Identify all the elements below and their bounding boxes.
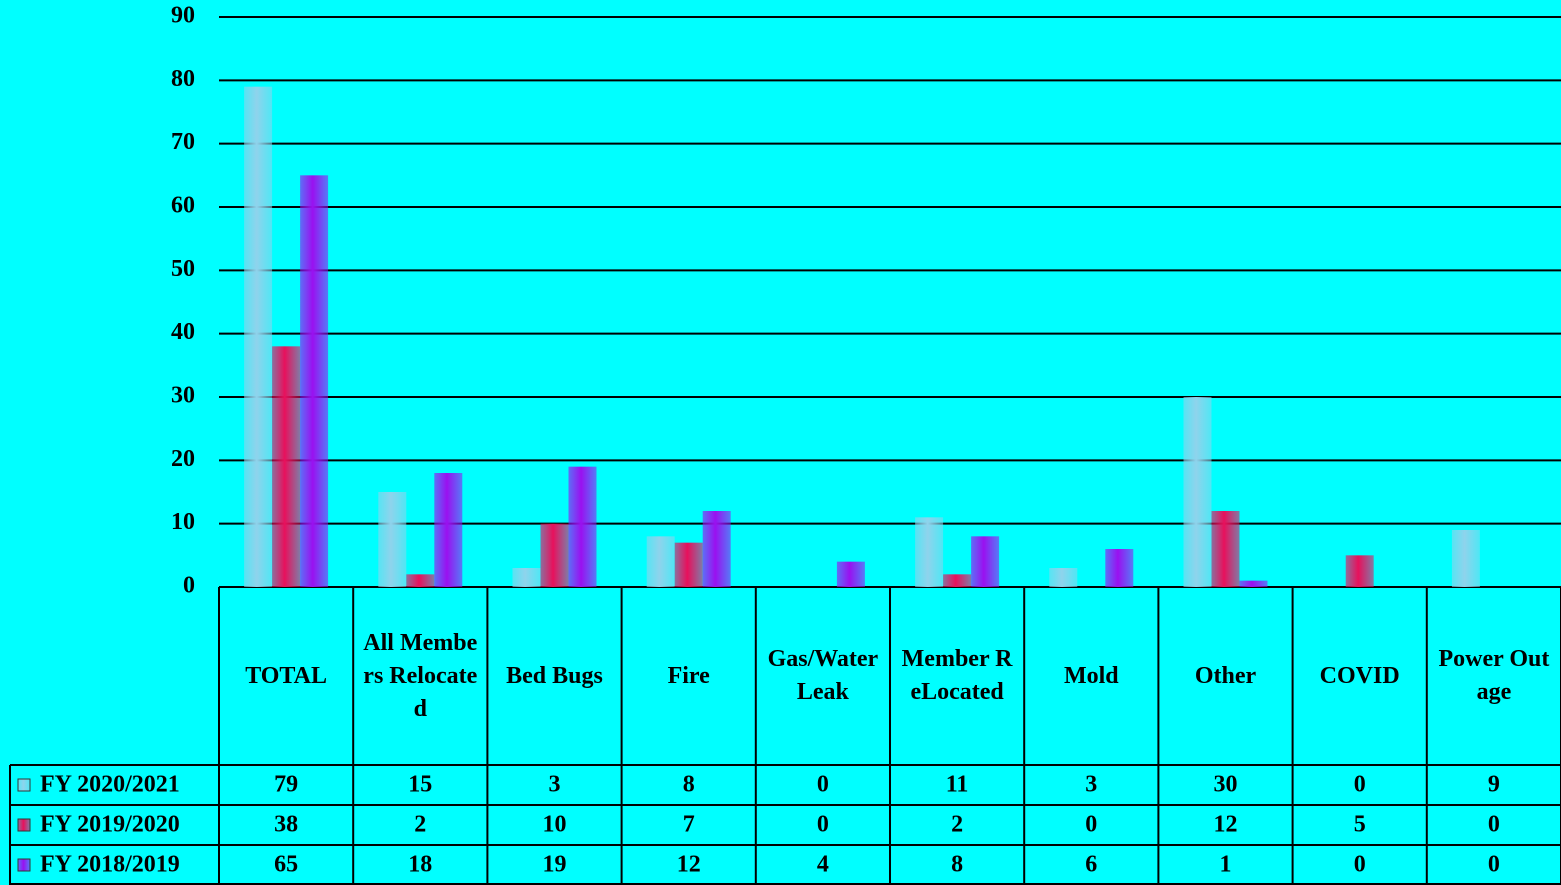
category-cell: Other bbox=[1194, 662, 1257, 689]
plot-area bbox=[219, 17, 1561, 587]
category-cell: COVID bbox=[1319, 662, 1400, 689]
category-cell: Fire bbox=[667, 662, 710, 689]
table-value: 9 bbox=[1488, 772, 1500, 798]
legend-label: FY 2019/2020 bbox=[40, 812, 180, 838]
legend-swatch bbox=[17, 818, 31, 832]
table-value: 7 bbox=[683, 812, 695, 838]
x-tick-label: All Members Relocated bbox=[363, 629, 478, 722]
bar bbox=[568, 466, 597, 587]
x-tick-label: TOTAL bbox=[245, 662, 327, 689]
table-value: 12 bbox=[1214, 812, 1238, 838]
table-value: 0 bbox=[1488, 812, 1500, 838]
bar bbox=[702, 511, 731, 587]
category-cell: Power Outage bbox=[1438, 646, 1550, 705]
y-tick-label: 20 bbox=[171, 446, 195, 472]
table-value: 0 bbox=[1354, 772, 1366, 798]
y-tick-label: 50 bbox=[171, 256, 195, 282]
bar bbox=[836, 561, 865, 587]
table-value: 4 bbox=[817, 852, 829, 878]
bar bbox=[1049, 568, 1078, 587]
x-tick-label: Member ReLocated bbox=[901, 646, 1013, 705]
y-tick-label: 60 bbox=[171, 193, 195, 219]
table-value: 65 bbox=[274, 852, 298, 878]
x-tick-label: COVID bbox=[1319, 662, 1400, 689]
bar bbox=[1345, 555, 1374, 587]
bar bbox=[1451, 530, 1480, 587]
bar bbox=[943, 574, 972, 587]
table-value: 6 bbox=[1085, 852, 1097, 878]
table-value: 12 bbox=[677, 852, 701, 878]
table-value: 0 bbox=[817, 772, 829, 798]
legend-swatch bbox=[17, 858, 31, 872]
y-tick-label: 80 bbox=[171, 66, 195, 92]
table-value: 11 bbox=[946, 772, 969, 798]
bar bbox=[674, 542, 703, 587]
table-value: 0 bbox=[817, 812, 829, 838]
table-value: 3 bbox=[549, 772, 561, 798]
bar bbox=[1211, 511, 1240, 587]
y-tick-label: 40 bbox=[171, 319, 195, 345]
legend-label: FY 2018/2019 bbox=[40, 852, 180, 878]
legend-swatch bbox=[17, 778, 31, 792]
table-value: 5 bbox=[1354, 812, 1366, 838]
bar bbox=[971, 536, 1000, 587]
x-tick-label: Bed Bugs bbox=[506, 662, 603, 689]
table-value: 2 bbox=[951, 812, 963, 838]
x-tick-label: Power Outage bbox=[1438, 646, 1550, 705]
table-value: 15 bbox=[408, 772, 432, 798]
x-tick-label: Mold bbox=[1063, 662, 1119, 689]
bar bbox=[1239, 580, 1268, 587]
table-value: 0 bbox=[1085, 812, 1097, 838]
bar bbox=[378, 492, 407, 587]
bar bbox=[1183, 397, 1212, 587]
table-value: 8 bbox=[683, 772, 695, 798]
y-tick-label: 70 bbox=[171, 129, 195, 155]
table-value: 10 bbox=[543, 812, 567, 838]
category-cell: Mold bbox=[1063, 662, 1119, 689]
y-tick-label: 30 bbox=[171, 383, 195, 409]
table-value: 18 bbox=[408, 852, 432, 878]
bar bbox=[406, 574, 435, 587]
bar bbox=[244, 86, 273, 588]
table-value: 38 bbox=[274, 812, 298, 838]
bar bbox=[512, 568, 541, 587]
x-tick-label: Gas/Water Leak bbox=[767, 646, 879, 705]
category-cell: Bed Bugs bbox=[506, 662, 603, 689]
table-value: 79 bbox=[274, 772, 298, 798]
y-tick-label: 90 bbox=[171, 3, 195, 29]
bar bbox=[915, 517, 944, 587]
y-tick-label: 0 bbox=[183, 573, 195, 599]
table-value: 30 bbox=[1214, 772, 1238, 798]
category-cell: All Members Relocated bbox=[363, 629, 478, 722]
x-tick-label: Other bbox=[1194, 662, 1257, 689]
table-value: 2 bbox=[414, 812, 426, 838]
table-value: 1 bbox=[1220, 852, 1232, 878]
y-tick-label: 10 bbox=[171, 509, 195, 535]
table-value: 0 bbox=[1488, 852, 1500, 878]
legend-label: FY 2020/2021 bbox=[40, 772, 180, 798]
table-value: 8 bbox=[951, 852, 963, 878]
bar bbox=[646, 536, 675, 587]
bar bbox=[300, 175, 329, 588]
category-cell: Member ReLocated bbox=[901, 646, 1013, 705]
category-cell: TOTAL bbox=[245, 662, 327, 689]
bar bbox=[272, 346, 301, 587]
table-value: 0 bbox=[1354, 852, 1366, 878]
table-value: 19 bbox=[543, 852, 567, 878]
category-cell: Gas/Water Leak bbox=[767, 646, 879, 705]
x-tick-label: Fire bbox=[667, 662, 710, 689]
table-value: 3 bbox=[1085, 772, 1097, 798]
bar bbox=[1105, 549, 1134, 587]
bar bbox=[434, 473, 463, 587]
bar bbox=[540, 523, 569, 587]
